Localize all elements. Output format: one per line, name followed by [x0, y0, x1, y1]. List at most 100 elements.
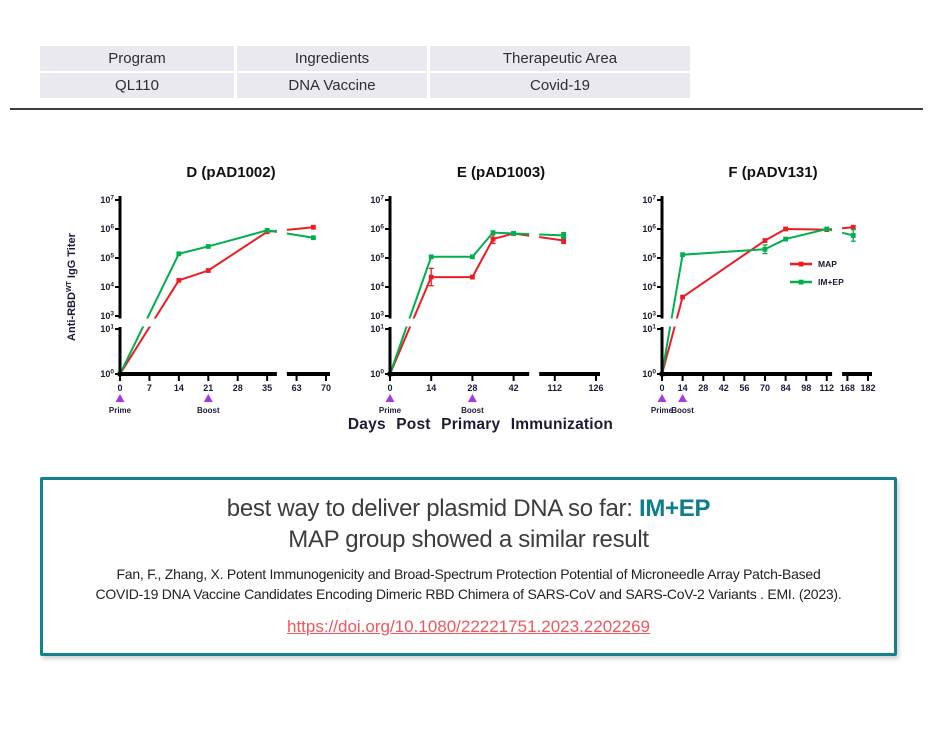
x-tick-label: 98 [801, 383, 811, 393]
x-axis-break-gap [276, 193, 287, 371]
prime-annotation: Prime [379, 394, 402, 415]
boost-annotation: Boost [671, 394, 694, 415]
legend-marker [798, 279, 804, 285]
data-point-marker [850, 233, 856, 238]
x-tick-label: 0 [117, 383, 122, 393]
x-tick-label: 126 [588, 383, 603, 393]
series-line [661, 227, 854, 375]
prime-label: Prime [651, 406, 674, 415]
x-tick-label: 7 [147, 383, 152, 393]
series-line [389, 231, 564, 375]
y-tick-label: 101 [642, 324, 656, 335]
series-im-ep [659, 226, 856, 377]
data-point-marker [470, 254, 475, 260]
program-info-table: Program Ingredients Therapeutic Area QL1… [40, 46, 690, 98]
chart-title: E (pAD1003) [457, 164, 545, 181]
chart-panel-e-pad1003: E (pAD1003) 0 14 28 42 112 126 107 106 105 104 103 1… [332, 155, 612, 417]
y-tick-label: 101 [370, 324, 384, 335]
boost-arrow-icon [203, 394, 213, 402]
data-point-marker [310, 235, 316, 241]
y-tick-label: 104 [370, 282, 384, 293]
series-im-ep [387, 230, 567, 377]
x-tick-label: 28 [698, 383, 708, 393]
conclusion-imep-highlight: IM+EP [638, 495, 711, 522]
y-tick-label: 106 [642, 224, 656, 235]
data-point-marker [205, 244, 211, 249]
x-tick-label: 21 [203, 383, 213, 393]
x-tick-label: 35 [262, 383, 272, 393]
y-ticks: 107 106 105 104 103 101 100 [642, 195, 662, 380]
y-tick-label: 106 [100, 224, 114, 235]
table-cell-therapeutic-area: Covid-19 [430, 73, 690, 98]
data-point-marker [490, 230, 496, 236]
table-header-therapeutic-area: Therapeutic Area [430, 46, 690, 71]
data-point-marker [762, 246, 768, 252]
table-cell-ingredients: DNA Vaccine [237, 73, 427, 98]
chart-f-svg: F (pADV131)0 14 28 42 56 70 84 98 112 168 18210710… [642, 164, 876, 415]
prime-arrow-icon [657, 394, 667, 402]
table-cell-program: QL110 [40, 73, 234, 98]
x-ticks: 0 7 14 21 28 35 63 70 [117, 376, 331, 393]
prime-label: Prime [379, 406, 402, 415]
y-tick-label: 100 [100, 369, 114, 380]
y-tick-label: 105 [100, 253, 114, 264]
data-point-marker [680, 252, 685, 258]
table-header-ingredients: Ingredients [237, 46, 427, 71]
chart-title: F (pADV131) [728, 164, 817, 181]
x-tick-label: 28 [233, 383, 243, 393]
data-point-marker [561, 238, 567, 243]
x-axis-break-gap [832, 193, 843, 371]
y-tick-label: 105 [642, 253, 656, 264]
data-point-marker [176, 251, 182, 257]
table-header-program: Program [40, 46, 234, 71]
x-tick-label: 42 [719, 383, 729, 393]
doi-link[interactable]: https://doi.org/10.1080/22221751.2023.22… [287, 616, 650, 636]
data-point-marker [428, 254, 434, 260]
x-ticks: 0 14 28 42 112 126 [387, 376, 604, 393]
data-point-marker [783, 226, 788, 232]
boost-annotation: Boost [461, 394, 484, 415]
data-point-marker [511, 231, 516, 236]
data-point-marker [428, 274, 434, 280]
y-tick-label: 100 [642, 369, 656, 380]
data-point-marker [762, 238, 768, 243]
prime-arrow-icon [385, 394, 395, 402]
y-axis-break-gap [122, 318, 327, 327]
y-tick-label: 101 [100, 324, 114, 335]
prime-arrow-icon [115, 394, 125, 402]
x-tick-label: 14 [174, 383, 184, 393]
boost-annotation: Boost [197, 394, 220, 415]
legend: MAP IM+EP [790, 259, 844, 287]
data-point-marker [490, 236, 496, 242]
boost-label: Boost [671, 406, 694, 415]
x-tick-label: 182 [860, 383, 875, 393]
x-tick-label: 70 [760, 383, 770, 393]
boost-arrow-icon [678, 394, 688, 402]
chart-d-svg: D (pAD1002) 0 7 14 21 28 35 63 70 107 106 105 104 103… [66, 164, 331, 415]
citation-line-1: Fan, F., Zhang, X. Potent Immunogenicity… [116, 566, 821, 582]
x-ticks: 0 14 28 42 56 70 84 98 112 168 182 [659, 376, 876, 393]
x-tick-label: 112 [820, 383, 835, 393]
y-axis-break-gap [664, 318, 869, 327]
prime-annotation: Prime [651, 394, 674, 415]
prime-annotation: Prime [109, 394, 132, 415]
x-tick-label: 14 [678, 383, 688, 393]
data-point-marker [561, 233, 567, 238]
boost-label: Boost [461, 406, 484, 415]
x-tick-label: 14 [426, 383, 436, 393]
axes [118, 196, 330, 376]
data-point-marker [850, 224, 856, 230]
chart-panel-d-pad1002: D (pAD1002) 0 7 14 21 28 35 63 70 107 106 105 104 103… [62, 155, 342, 417]
prime-label: Prime [109, 406, 132, 415]
x-tick-label: 28 [467, 383, 477, 393]
chart-e-svg: E (pAD1003)0 14 28 42 112 1261071061051041031… [370, 164, 604, 415]
x-tick-label: 42 [509, 383, 519, 393]
legend-marker [798, 261, 804, 267]
y-tick-label: 103 [100, 311, 114, 322]
x-tick-label: 56 [739, 383, 749, 393]
x-tick-label: 84 [781, 383, 791, 393]
x-axis-title: Days Post Primary Immunization [347, 416, 614, 433]
y-tick-label: 100 [370, 369, 384, 380]
conclusion-line-1: best way to deliver plasmid DNA so far: … [43, 493, 894, 524]
